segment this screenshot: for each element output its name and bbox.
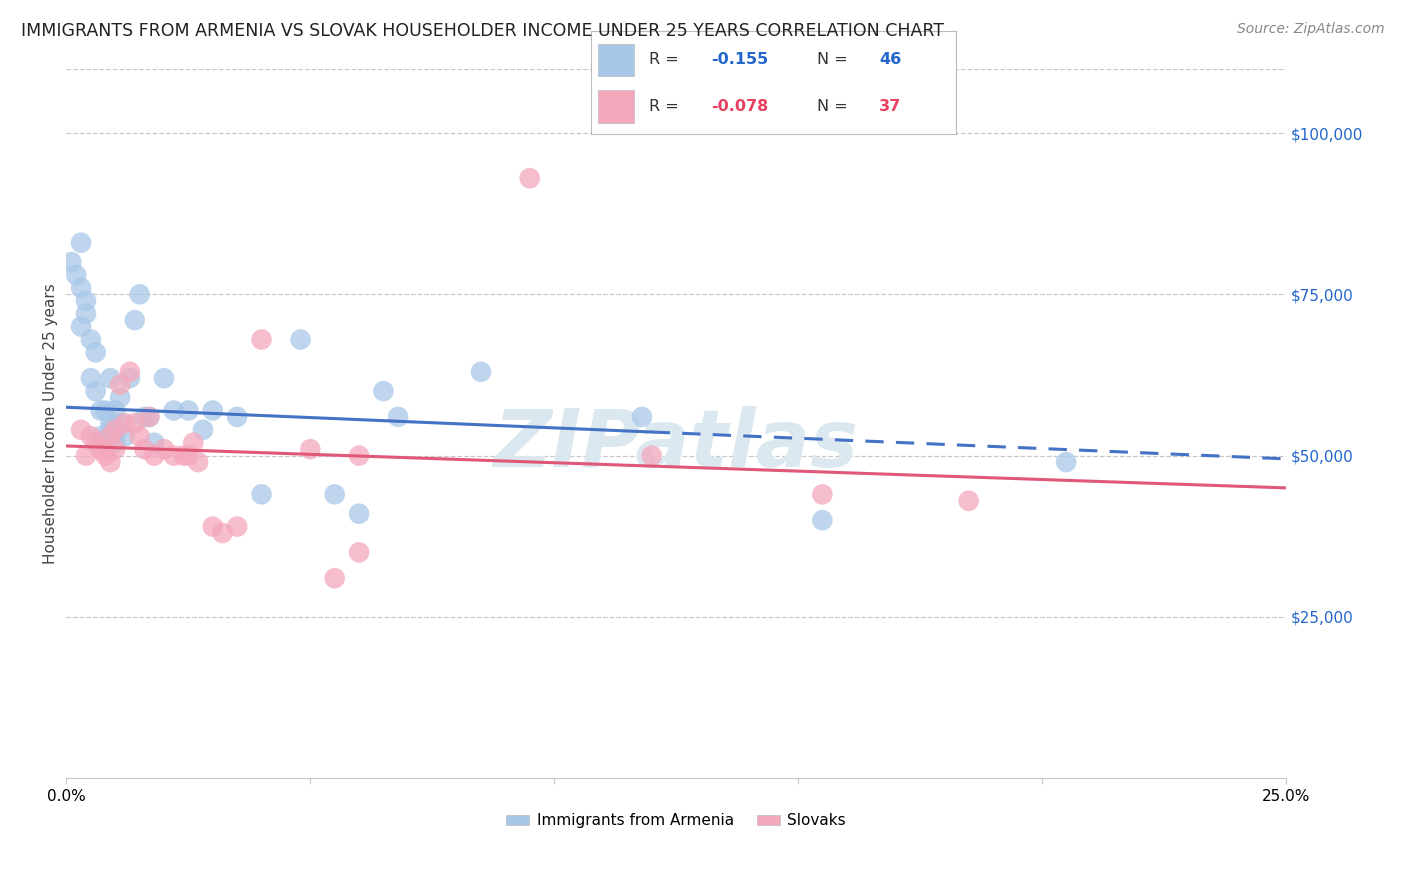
Point: [98, 429, 121, 443]
Y-axis label: Householder Income Under 25 years: Householder Income Under 25 years: [44, 283, 58, 564]
Point: [98, 455, 121, 469]
Point: [104, 435, 127, 450]
Text: R =: R =: [650, 99, 683, 113]
Point: [60, 255, 83, 269]
Point: [143, 435, 166, 450]
Point: [181, 435, 204, 450]
Point: [80, 371, 103, 385]
Point: [226, 409, 249, 424]
Point: [1054, 455, 1077, 469]
Point: [373, 384, 395, 398]
Point: [323, 571, 346, 585]
Point: [84, 345, 107, 359]
Point: [124, 313, 146, 327]
Point: [94, 449, 117, 463]
Text: -0.078: -0.078: [711, 99, 769, 113]
Point: [138, 409, 160, 424]
Point: [80, 333, 103, 347]
Point: [98, 423, 121, 437]
Point: [90, 429, 112, 443]
Point: [153, 442, 176, 457]
Point: [124, 417, 146, 431]
Point: [631, 409, 654, 424]
Point: [118, 371, 141, 385]
Point: [226, 519, 249, 533]
Point: [177, 449, 200, 463]
Point: [211, 526, 233, 541]
Point: [957, 493, 980, 508]
Point: [75, 293, 97, 308]
Point: [323, 487, 346, 501]
Text: IMMIGRANTS FROM ARMENIA VS SLOVAK HOUSEHOLDER INCOME UNDER 25 YEARS CORRELATION : IMMIGRANTS FROM ARMENIA VS SLOVAK HOUSEH…: [21, 22, 943, 40]
Point: [70, 319, 93, 334]
Point: [94, 403, 117, 417]
Text: ZIPatlas: ZIPatlas: [494, 406, 859, 483]
Point: [128, 287, 150, 301]
Point: [90, 403, 112, 417]
Point: [128, 429, 150, 443]
FancyBboxPatch shape: [598, 44, 634, 77]
Point: [290, 333, 312, 347]
Point: [70, 235, 93, 250]
FancyBboxPatch shape: [598, 90, 634, 122]
Point: [108, 377, 131, 392]
Point: [104, 429, 127, 443]
Point: [94, 435, 117, 450]
Point: [75, 449, 97, 463]
Point: [84, 435, 107, 450]
Point: [163, 449, 186, 463]
Point: [98, 371, 121, 385]
Text: Source: ZipAtlas.com: Source: ZipAtlas.com: [1237, 22, 1385, 37]
Point: [70, 423, 93, 437]
Point: [201, 403, 224, 417]
Point: [90, 442, 112, 457]
Point: [250, 487, 273, 501]
Point: [108, 391, 131, 405]
Point: [163, 403, 186, 417]
Point: [70, 281, 93, 295]
Point: [250, 333, 273, 347]
Point: [104, 423, 127, 437]
Point: [470, 365, 492, 379]
Text: N =: N =: [817, 53, 853, 68]
Text: N =: N =: [817, 99, 853, 113]
Legend: Immigrants from Armenia, Slovaks: Immigrants from Armenia, Slovaks: [501, 807, 852, 834]
Point: [347, 545, 370, 559]
Point: [114, 429, 136, 443]
Point: [201, 519, 224, 533]
Point: [138, 409, 160, 424]
Point: [177, 403, 200, 417]
Point: [75, 307, 97, 321]
Point: [108, 417, 131, 431]
Point: [104, 442, 127, 457]
Point: [134, 442, 156, 457]
Point: [134, 409, 156, 424]
Point: [299, 442, 322, 457]
Text: 46: 46: [879, 53, 901, 68]
Point: [94, 442, 117, 457]
Point: [80, 429, 103, 443]
Text: R =: R =: [650, 53, 683, 68]
Point: [118, 365, 141, 379]
Point: [143, 449, 166, 463]
Point: [387, 409, 409, 424]
Point: [191, 423, 214, 437]
Point: [347, 507, 370, 521]
Point: [811, 513, 834, 527]
Point: [519, 171, 541, 186]
Point: [347, 449, 370, 463]
Point: [104, 403, 127, 417]
Point: [811, 487, 834, 501]
Point: [173, 449, 195, 463]
Point: [187, 455, 209, 469]
Point: [65, 268, 87, 282]
Point: [153, 371, 176, 385]
Text: 37: 37: [879, 99, 901, 113]
Point: [84, 384, 107, 398]
Point: [114, 417, 136, 431]
Point: [640, 449, 662, 463]
Text: -0.155: -0.155: [711, 53, 769, 68]
Point: [98, 417, 121, 431]
